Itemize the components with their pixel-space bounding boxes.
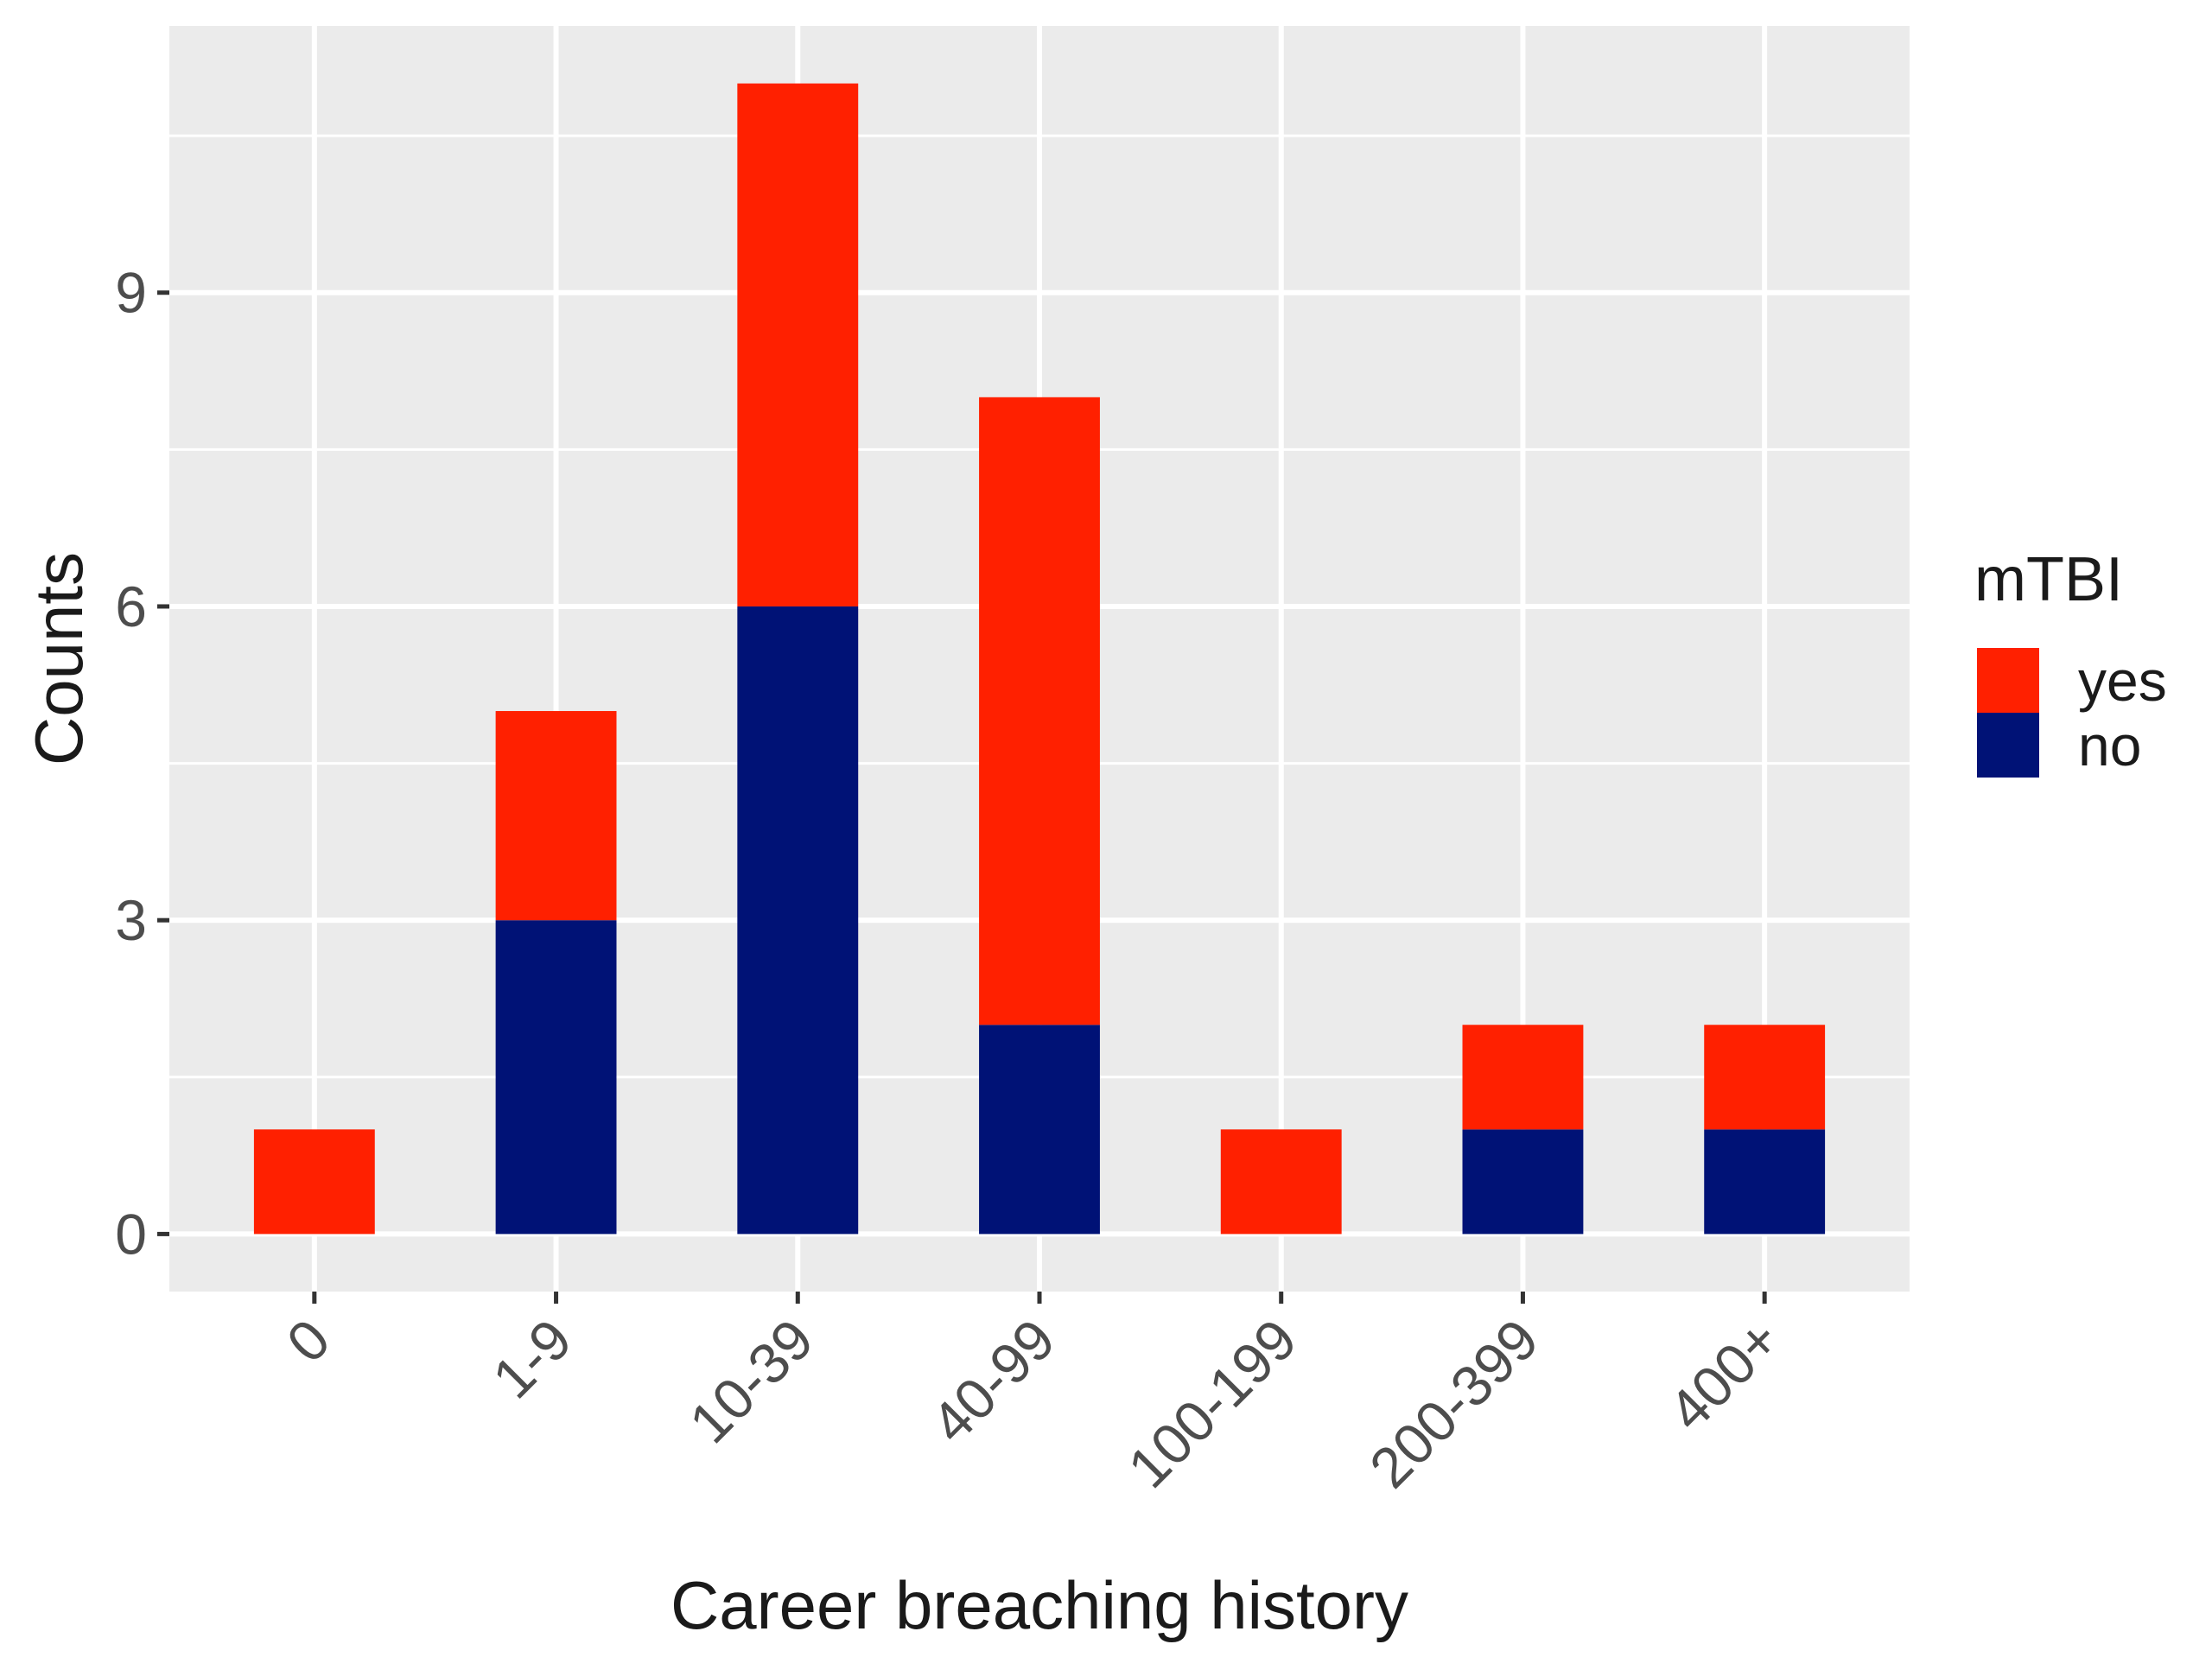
bar-no-200-399 [1462,1129,1584,1235]
bar-yes-40-99 [979,397,1100,1025]
legend-key-yes [1977,648,2039,713]
bar-yes-100-199 [1220,1129,1342,1235]
bar-yes-200-399 [1462,1025,1584,1130]
bars [253,83,1826,1235]
bar-yes-400+ [1704,1025,1826,1130]
x-axis: 0 1-9 10-39 40-99 100-199 200-399 400+ [274,1292,1792,1500]
x-tick-label: 40-99 [918,1307,1067,1456]
y-tick-label: 0 [115,1202,147,1266]
y-tick-label: 3 [115,888,147,952]
y-axis-title: Counts [21,552,97,765]
bar-no-10-39 [737,606,859,1235]
bar-yes-10-39 [737,83,859,606]
x-axis-title: Career breaching history [671,1567,1408,1643]
y-tick-label: 9 [115,261,147,325]
x-tick-label: 1-9 [480,1307,584,1411]
x-tick-label: 400+ [1656,1307,1792,1443]
x-tick-label: 10-39 [677,1307,825,1456]
legend-label-yes: yes [2078,649,2167,713]
y-axis: 0 3 6 9 [115,261,169,1266]
legend-label-no: no [2078,714,2141,778]
bar-no-40-99 [979,1025,1100,1235]
bar-no-1-9 [495,920,617,1235]
x-tick-label: 200-399 [1357,1307,1551,1501]
bar-no-400+ [1704,1129,1826,1235]
x-tick-label: 100-199 [1116,1307,1309,1501]
legend-key-no [1977,713,2039,778]
legend-title: mTBI [1974,545,2123,614]
y-tick-label: 6 [115,575,147,638]
x-tick-label: 0 [274,1307,341,1374]
bar-yes-1-9 [495,711,617,921]
bar-yes-0 [253,1129,375,1235]
